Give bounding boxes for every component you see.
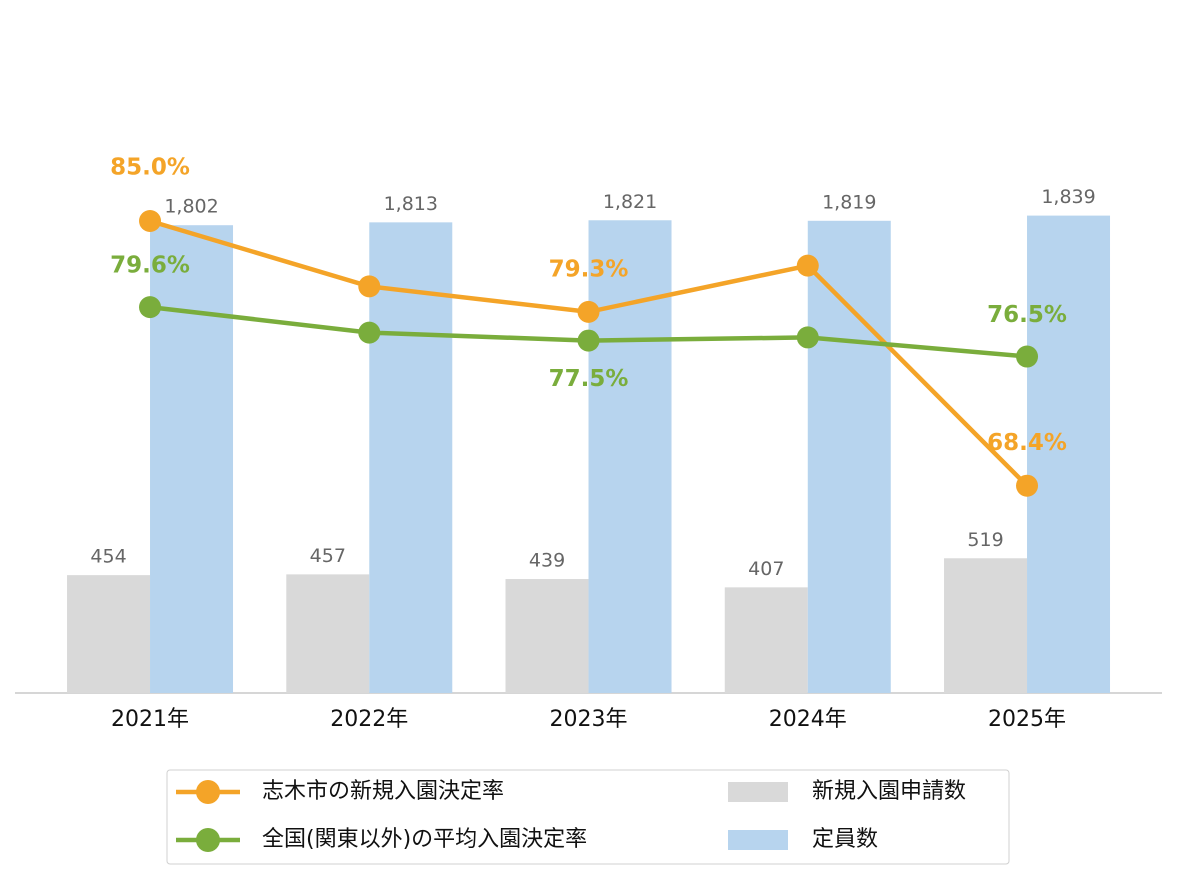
data-label: 439: [529, 550, 565, 572]
bar: [588, 220, 672, 693]
data-label: 457: [310, 545, 346, 567]
legend-label: 新規入園申請数: [812, 779, 966, 804]
data-label: 407: [748, 558, 784, 580]
x-tick-label: 2022年: [330, 707, 408, 732]
legend-label: 全国(関東以外)の平均入園決定率: [262, 827, 587, 852]
bar: [944, 558, 1028, 693]
legend-marker: [196, 828, 220, 852]
legend-box: [166, 769, 1010, 865]
data-label: 1,813: [384, 193, 438, 215]
data-label: 519: [967, 529, 1003, 551]
x-tick-label: 2023年: [550, 707, 628, 732]
data-label: 79.6%: [110, 253, 190, 279]
bar: [724, 587, 808, 693]
legend-label: 定員数: [812, 827, 878, 852]
bar: [1027, 215, 1111, 694]
bar: [67, 575, 151, 693]
data-label: 1,821: [603, 191, 657, 213]
bar: [807, 220, 891, 693]
bar: [286, 574, 370, 693]
data-label: 85.0%: [110, 155, 190, 181]
data-label: 68.4%: [987, 430, 1067, 456]
data-label: 454: [90, 546, 126, 568]
x-tick-label: 2025年: [988, 707, 1066, 732]
data-label: 1,839: [1041, 186, 1095, 208]
legend-marker: [196, 780, 220, 804]
x-tick-label: 2021年: [111, 707, 189, 732]
line-point: [358, 321, 381, 344]
line-point: [1016, 474, 1039, 497]
line-point: [577, 329, 600, 352]
data-label: 77.5%: [549, 366, 629, 392]
bar: [505, 579, 589, 693]
line-point: [796, 254, 819, 277]
line-point: [139, 296, 162, 319]
line-point: [577, 300, 600, 323]
bar: [369, 222, 453, 693]
legend-swatch: [728, 782, 788, 802]
legend-label: 志木市の新規入園決定率: [262, 779, 504, 804]
line-point: [358, 275, 381, 298]
line-point: [796, 326, 819, 349]
data-label: 1,819: [822, 191, 876, 213]
data-label: 79.3%: [549, 256, 629, 282]
data-label: 76.5%: [987, 302, 1067, 328]
line-point: [1016, 345, 1039, 368]
x-tick-label: 2024年: [769, 707, 847, 732]
line-point: [139, 210, 162, 232]
legend-swatch: [728, 830, 788, 850]
data-label: 1,802: [164, 196, 218, 218]
bar: [150, 225, 234, 693]
